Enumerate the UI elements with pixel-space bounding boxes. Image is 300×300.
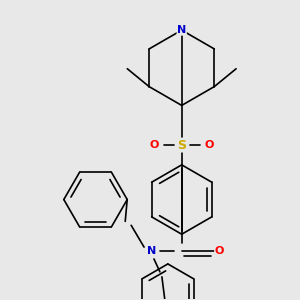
Text: O: O <box>205 140 214 150</box>
Text: N: N <box>147 246 157 256</box>
Text: O: O <box>149 140 159 150</box>
Text: O: O <box>215 246 224 256</box>
Text: N: N <box>177 25 186 35</box>
Text: S: S <box>177 139 186 152</box>
